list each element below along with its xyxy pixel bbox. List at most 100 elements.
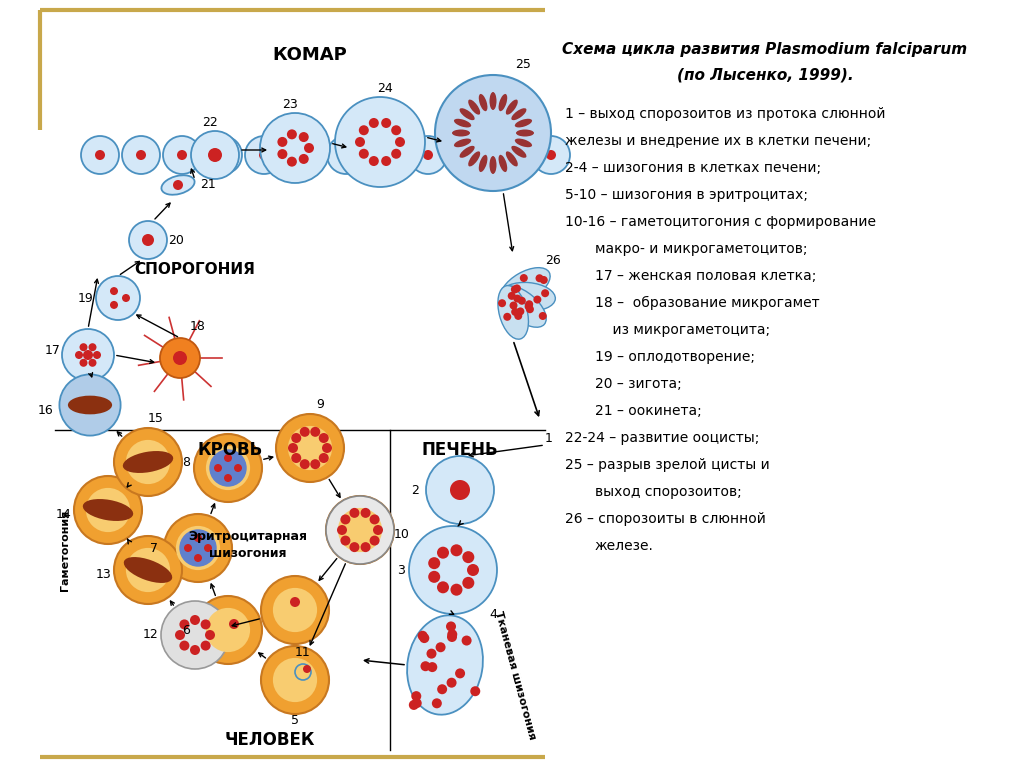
Circle shape <box>273 588 317 632</box>
Circle shape <box>423 150 433 160</box>
Circle shape <box>214 464 222 472</box>
Ellipse shape <box>506 100 518 115</box>
Ellipse shape <box>454 119 471 127</box>
Circle shape <box>419 633 429 643</box>
Circle shape <box>447 630 458 640</box>
Circle shape <box>511 290 518 298</box>
Ellipse shape <box>124 557 172 583</box>
Circle shape <box>542 290 550 298</box>
Text: 5-10 – шизогония в эритроцитах;: 5-10 – шизогония в эритроцитах; <box>565 188 808 202</box>
Ellipse shape <box>501 286 546 328</box>
Circle shape <box>194 596 262 664</box>
Text: 14: 14 <box>56 509 72 522</box>
Circle shape <box>287 156 297 166</box>
Circle shape <box>446 621 456 631</box>
Circle shape <box>532 136 570 174</box>
Circle shape <box>508 289 515 297</box>
Ellipse shape <box>489 92 497 110</box>
Circle shape <box>450 136 488 174</box>
Circle shape <box>224 474 232 482</box>
Circle shape <box>173 351 187 365</box>
Text: Схема цикла развития Plasmodium falciparum: Схема цикла развития Plasmodium falcipar… <box>562 42 968 57</box>
Circle shape <box>318 453 329 463</box>
Text: железе.: железе. <box>595 539 654 553</box>
Circle shape <box>310 459 321 469</box>
Circle shape <box>391 149 401 159</box>
Text: 2-4 – шизогония в клетках печени;: 2-4 – шизогония в клетках печени; <box>565 161 821 175</box>
Circle shape <box>179 640 189 650</box>
Circle shape <box>209 449 247 487</box>
Circle shape <box>288 426 332 470</box>
Circle shape <box>335 97 425 187</box>
Circle shape <box>299 132 308 142</box>
Circle shape <box>278 137 288 147</box>
Circle shape <box>83 350 93 360</box>
Circle shape <box>176 526 220 570</box>
Circle shape <box>304 143 314 153</box>
Circle shape <box>208 148 222 162</box>
Circle shape <box>435 642 445 652</box>
Circle shape <box>80 359 87 367</box>
Circle shape <box>173 180 183 190</box>
Circle shape <box>160 338 200 378</box>
Circle shape <box>194 534 202 542</box>
Circle shape <box>381 118 391 128</box>
Text: 20 – зигота;: 20 – зигота; <box>595 377 682 391</box>
Text: КРОВЬ: КРОВЬ <box>198 441 262 459</box>
Text: 25: 25 <box>515 58 530 71</box>
Text: макро- и микрогаметоцитов;: макро- и микрогаметоцитов; <box>595 242 808 256</box>
Circle shape <box>418 630 428 640</box>
Circle shape <box>455 668 465 678</box>
Text: железы и внедрение их в клетки печени;: железы и внедрение их в клетки печени; <box>565 134 871 148</box>
Circle shape <box>451 584 463 596</box>
Circle shape <box>524 276 532 284</box>
Circle shape <box>447 632 457 642</box>
Circle shape <box>211 613 245 647</box>
Circle shape <box>421 661 430 671</box>
Circle shape <box>114 536 182 604</box>
Circle shape <box>368 136 406 174</box>
Ellipse shape <box>501 282 555 311</box>
Text: 6: 6 <box>182 624 189 637</box>
Circle shape <box>525 312 534 320</box>
Circle shape <box>81 136 119 174</box>
Circle shape <box>96 276 140 320</box>
Circle shape <box>234 464 242 472</box>
Text: выход спорозоитов;: выход спорозоитов; <box>595 485 741 499</box>
Text: 15: 15 <box>148 412 164 424</box>
Ellipse shape <box>506 151 518 166</box>
Circle shape <box>310 426 321 437</box>
Circle shape <box>327 136 365 174</box>
Circle shape <box>428 571 440 583</box>
Circle shape <box>426 456 494 524</box>
Circle shape <box>161 601 229 669</box>
Circle shape <box>110 301 118 309</box>
Circle shape <box>412 691 421 701</box>
Circle shape <box>276 591 313 629</box>
Circle shape <box>74 476 142 544</box>
Ellipse shape <box>499 155 507 172</box>
Circle shape <box>95 150 105 160</box>
Text: 12: 12 <box>143 628 159 641</box>
Circle shape <box>260 113 330 183</box>
Circle shape <box>462 636 472 646</box>
Ellipse shape <box>515 119 532 127</box>
Ellipse shape <box>501 268 550 304</box>
Circle shape <box>409 136 447 174</box>
Circle shape <box>450 480 470 500</box>
Circle shape <box>88 343 96 351</box>
Circle shape <box>93 351 101 359</box>
Circle shape <box>295 664 311 680</box>
Circle shape <box>194 434 262 502</box>
Ellipse shape <box>489 156 497 174</box>
Circle shape <box>537 305 545 314</box>
Text: Гаметогония: Гаметогония <box>60 509 70 591</box>
Text: 23: 23 <box>283 98 298 111</box>
Circle shape <box>245 136 283 174</box>
Circle shape <box>395 137 406 147</box>
Circle shape <box>75 351 83 359</box>
Ellipse shape <box>468 100 480 115</box>
Circle shape <box>340 535 350 545</box>
Text: 24: 24 <box>377 83 393 96</box>
Text: 20: 20 <box>168 233 184 246</box>
